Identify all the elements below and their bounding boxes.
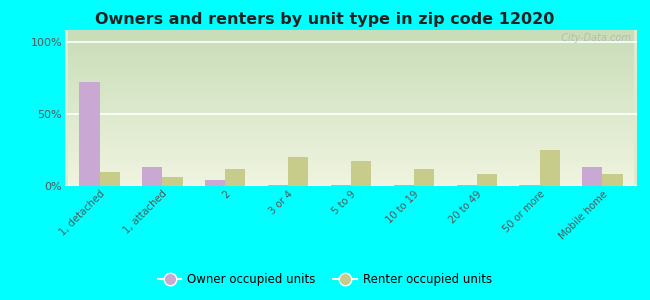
Bar <box>476 174 497 186</box>
Bar <box>414 169 434 186</box>
Text: Owners and renters by unit type in zip code 12020: Owners and renters by unit type in zip c… <box>96 12 554 27</box>
Bar <box>540 150 560 186</box>
Bar <box>582 167 603 186</box>
Legend: Owner occupied units, Renter occupied units: Owner occupied units, Renter occupied un… <box>153 269 497 291</box>
Bar <box>162 177 183 186</box>
Bar <box>79 82 99 186</box>
Bar <box>456 184 476 186</box>
Bar <box>226 169 246 186</box>
Bar <box>99 172 120 186</box>
Bar <box>205 180 226 186</box>
Text: City-Data.com: City-Data.com <box>555 33 631 43</box>
Bar <box>268 184 288 186</box>
Bar <box>394 184 414 186</box>
Bar <box>351 161 371 186</box>
Bar <box>288 157 308 186</box>
Bar <box>331 184 351 186</box>
Bar <box>603 174 623 186</box>
Bar <box>519 184 540 186</box>
Bar <box>142 167 162 186</box>
